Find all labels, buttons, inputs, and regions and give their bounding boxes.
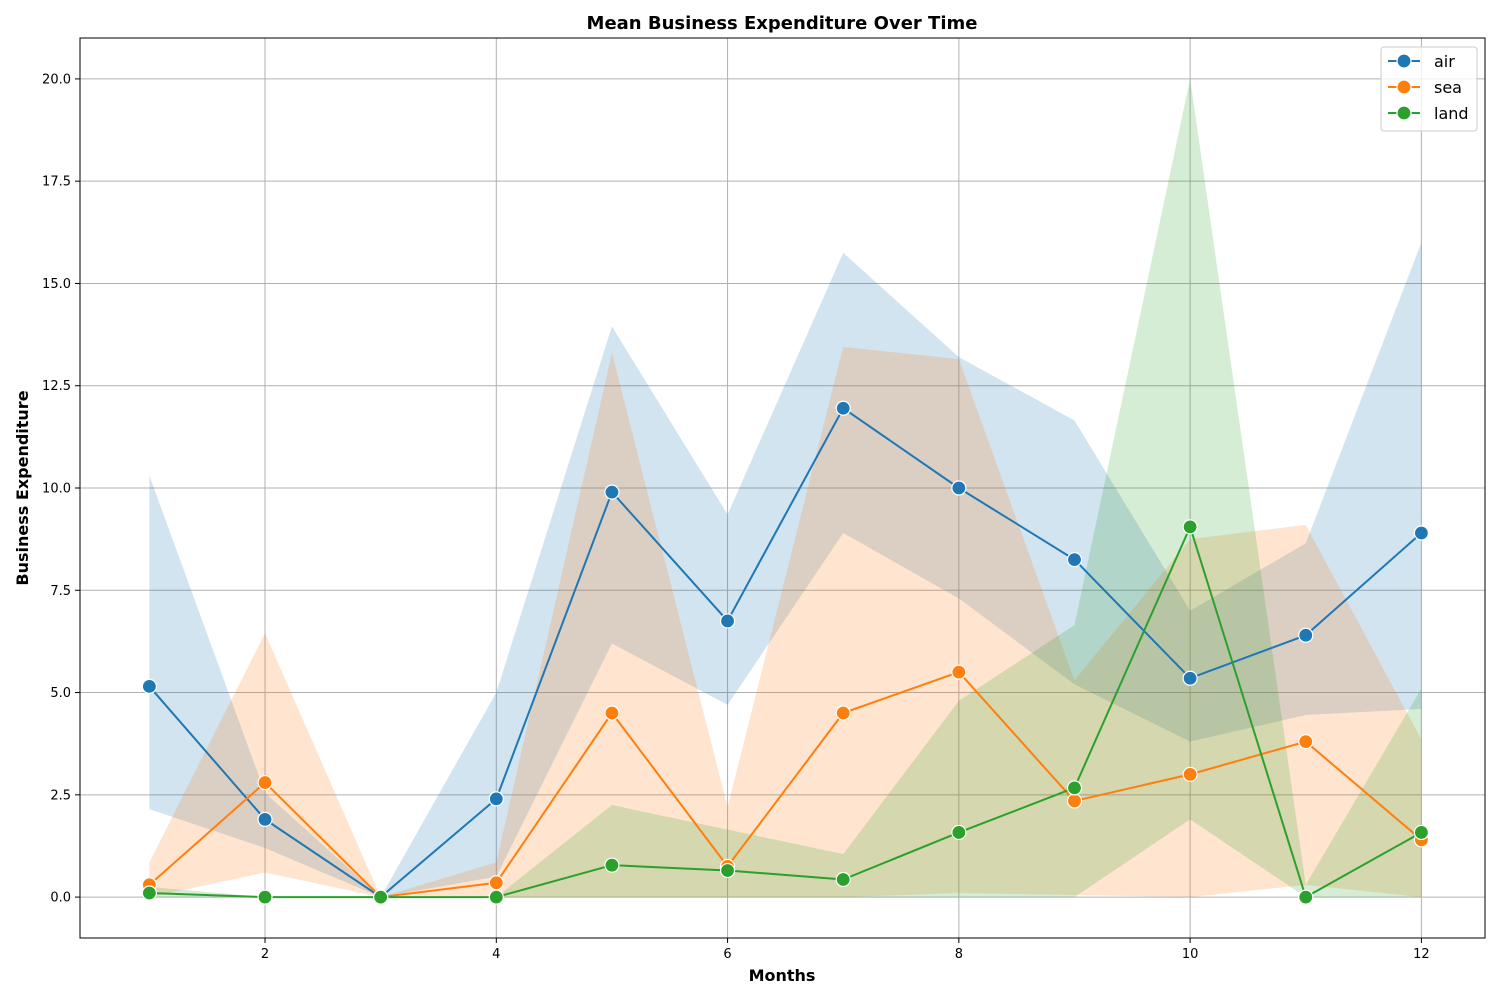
data-point-land [719,862,736,879]
x-tick-label: 12 [1413,947,1430,962]
data-point-land [1413,824,1429,841]
data-point-air [1066,551,1083,568]
y-tick-label: 15.0 [42,277,71,292]
x-tick-label: 8 [955,947,963,962]
legend-marker-air [1396,53,1412,69]
data-point-land [1182,519,1198,535]
x-tick-label: 10 [1182,947,1199,962]
data-point-land [1066,780,1083,796]
series-line-land [149,525,1422,899]
series-markers [141,400,1429,905]
legend: air sea land [1380,46,1478,132]
x-axis-ticks: 2 4 6 8 10 12 [261,938,1430,962]
y-tick-label: 17.5 [42,175,71,190]
y-tick-label: 2.5 [50,788,71,803]
legend-label-air: air [1434,52,1455,71]
series-line-sea [148,671,1423,899]
y-tick-label: 10.0 [42,482,71,497]
confidence-band-air [149,242,1422,898]
data-point-land [1298,889,1314,905]
series-lines [148,407,1423,899]
data-point-land [604,857,620,873]
y-tick-label: 7.5 [50,584,71,599]
y-tick-label: 12.5 [42,379,71,394]
x-tick-label: 2 [261,947,269,962]
data-point-sea [257,774,273,791]
data-point-air [604,484,620,500]
data-point-land [488,889,504,905]
data-point-sea [1066,793,1083,809]
data-point-land [141,885,157,901]
data-point-air [951,480,967,496]
data-point-air [141,678,157,695]
series-line-air [148,407,1423,899]
data-point-sea [1182,766,1198,782]
confidence-band-land [149,78,1422,898]
x-tick-label: 4 [492,947,500,962]
data-point-sea [835,705,851,721]
confidence-band-sea [149,346,1422,898]
data-point-land [373,889,389,905]
y-tick-label: 5.0 [50,686,71,701]
confidence-bands [149,78,1422,898]
data-point-air [488,791,504,807]
legend-label-land: land [1434,104,1469,123]
chart-title: Mean Business Expenditure Over Time [587,13,978,34]
legend-label-sea: sea [1434,78,1462,97]
data-point-air [719,613,736,629]
legend-marker-land [1396,105,1412,121]
data-point-air [1298,627,1314,643]
y-tick-label: 0.0 [50,891,71,906]
data-point-sea [951,664,967,680]
y-axis-ticks: 0.0 2.5 5.0 7.5 10.0 12.5 15.0 17.5 20.0 [42,72,80,906]
legend-marker-sea [1396,79,1412,95]
data-point-land [257,889,273,905]
data-point-air [1413,525,1429,541]
data-point-land [951,824,967,841]
x-axis-title: Months [749,966,816,985]
data-point-sea [604,705,620,721]
y-tick-label: 20.0 [42,72,71,87]
y-axis-title: Business Expenditure [13,390,32,585]
x-tick-label: 6 [723,947,731,962]
data-point-land [835,871,851,888]
data-point-air [257,811,273,827]
data-point-sea [1298,734,1314,750]
data-point-air [835,400,851,416]
data-point-air [1182,670,1198,686]
data-point-sea [488,875,504,891]
